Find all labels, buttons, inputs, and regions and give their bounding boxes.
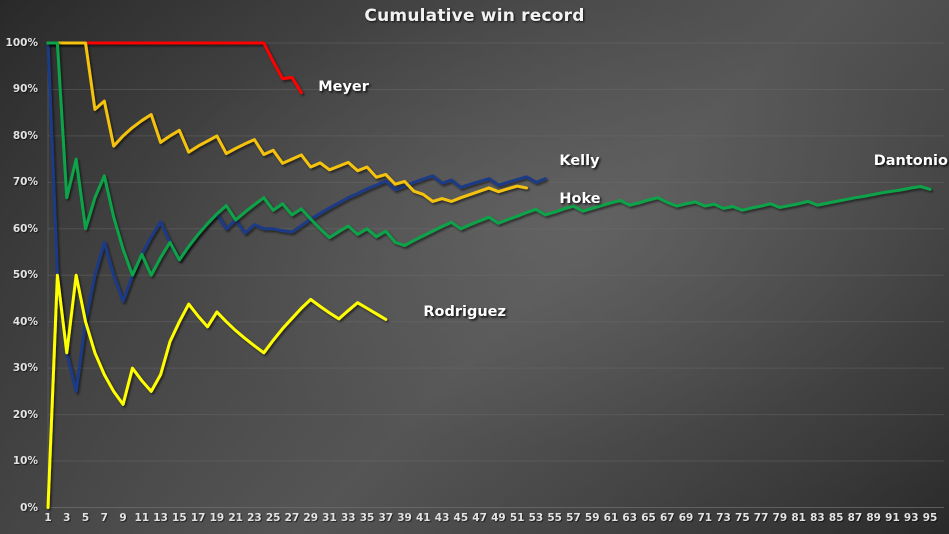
x-tick-label: 19 [209, 512, 225, 524]
y-tick-label: 0% [20, 501, 38, 514]
x-tick-label: 35 [359, 512, 375, 524]
x-tick-label: 83 [810, 512, 825, 524]
x-tick-label: 55 [547, 512, 562, 524]
y-tick-label: 90% [12, 83, 38, 96]
series-label-dantonio[interactable]: Dantonio [873, 153, 948, 170]
x-tick-label: 33 [340, 512, 356, 524]
x-tick-label: 87 [847, 512, 863, 524]
x-tick-label: 71 [697, 512, 713, 524]
series-label-meyer[interactable]: Meyer [318, 79, 369, 96]
x-tick-label: 9 [119, 512, 127, 524]
x-tick-label: 81 [791, 512, 806, 524]
x-tick-label: 39 [397, 512, 412, 524]
x-tick-label: 25 [265, 512, 281, 524]
series-label-kelly[interactable]: Kelly [559, 153, 600, 170]
x-tick-label: 17 [190, 512, 206, 524]
x-tick-label: 31 [322, 512, 337, 524]
x-tick-label: 73 [716, 512, 731, 524]
series-line-dantonio[interactable] [46, 41, 932, 277]
x-tick-label: 89 [866, 512, 881, 524]
x-tick-label: 69 [678, 512, 694, 524]
x-tick-label: 37 [378, 512, 394, 524]
y-tick-label: 100% [5, 37, 38, 49]
x-tick-label: 51 [509, 512, 525, 524]
x-tick-label: 1 [44, 512, 52, 524]
y-axis-tick-labels: 0% 10% 20% 30% 40% 50% 60% 70% 80% 90% 100% [0, 0, 44, 534]
x-tick-label: 61 [603, 512, 619, 524]
x-tick-label: 57 [566, 512, 581, 524]
series-lines [46, 41, 932, 509]
gridlines [48, 42, 944, 508]
y-tick-label: 60% [12, 222, 38, 235]
x-tick-label: 63 [622, 512, 638, 524]
x-tick-label: 93 [903, 512, 919, 524]
series-label-rodriguez[interactable]: Rodriguez [423, 304, 506, 321]
x-tick-label: 29 [303, 512, 319, 524]
x-tick-label: 27 [284, 512, 300, 524]
x-tick-label: 85 [828, 512, 844, 524]
x-tick-label: 53 [528, 512, 544, 524]
y-tick-label: 20% [12, 408, 38, 421]
series-label-hoke[interactable]: Hoke [559, 190, 601, 207]
x-tick-label: 21 [228, 512, 243, 524]
series-line-kelly[interactable] [46, 41, 547, 393]
x-tick-label: 23 [247, 512, 262, 524]
x-tick-label: 47 [472, 512, 487, 524]
y-tick-label: 30% [12, 362, 38, 375]
x-tick-label: 11 [134, 512, 150, 524]
x-tick-label: 77 [753, 512, 769, 524]
x-tick-label: 5 [81, 512, 90, 524]
x-tick-label: 79 [772, 512, 788, 524]
x-tick-label: 91 [885, 512, 900, 524]
y-tick-label: 70% [12, 176, 38, 189]
y-tick-label: 80% [12, 129, 38, 142]
x-tick-label: 65 [641, 512, 656, 524]
x-tick-label: 49 [491, 512, 506, 524]
series-line-meyer[interactable] [46, 41, 303, 95]
y-tick-label: 40% [12, 315, 38, 328]
x-tick-label: 41 [416, 512, 431, 524]
x-tick-label: 67 [659, 512, 675, 524]
x-tick-label: 15 [172, 512, 187, 524]
series-line-hoke[interactable] [46, 41, 529, 203]
x-tick-label: 3 [63, 512, 71, 524]
y-tick-label: 10% [12, 455, 38, 468]
series-line-rodriguez[interactable] [46, 273, 388, 509]
y-tick-label: 50% [12, 269, 38, 282]
x-tick-label: 95 [922, 512, 938, 524]
x-tick-label: 43 [434, 512, 450, 524]
x-tick-label: 13 [153, 512, 168, 524]
x-tick-label: 7 [100, 512, 108, 524]
x-tick-label: 75 [735, 512, 750, 524]
chart-title: Cumulative win record [364, 6, 585, 26]
x-tick-label: 45 [453, 512, 469, 524]
x-tick-label: 59 [584, 512, 600, 524]
